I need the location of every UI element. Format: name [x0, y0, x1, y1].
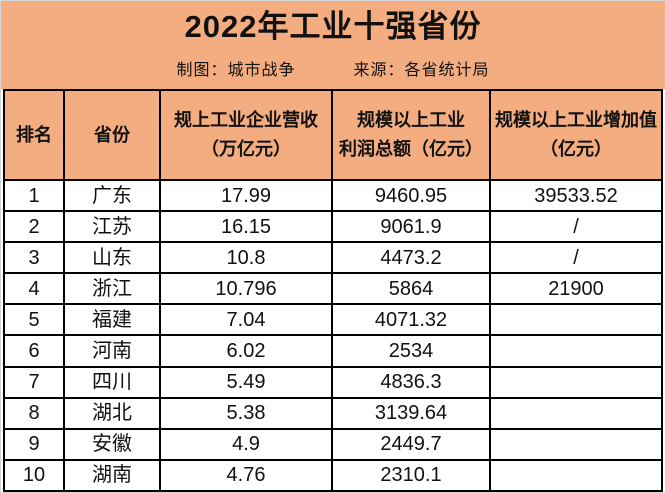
header-band: 2022年工业十强省份 制图：城市战争 来源：各省统计局	[1, 1, 665, 89]
page-title: 2022年工业十强省份	[184, 9, 482, 45]
table-row: 3 山东 10.8 4473.2/	[3, 241, 663, 275]
table-row: 10 湖南 4.76 2310.1	[3, 458, 663, 492]
cell-rank: 3	[3, 241, 65, 275]
data-table: 排名 省份 规上工业企业营收 （万亿元） 规模以上工业 利润总额（亿元） 规模以…	[3, 89, 663, 492]
cell-province: 广东	[63, 178, 161, 213]
cell-profit: 9460.95	[331, 178, 491, 213]
cell-province: 浙江	[63, 272, 161, 306]
cell-profit: 2310.1	[331, 458, 491, 492]
table-row: 7 四川 5.49 4836.3	[3, 365, 663, 399]
table-row: 9 安徽 4.9 2449.7	[3, 427, 663, 461]
cell-rank: 5	[3, 303, 65, 337]
cell-profit: 4071.32	[331, 303, 491, 337]
cell-province: 河南	[63, 334, 161, 368]
subtitle: 制图：城市战争 来源：各省统计局	[176, 56, 489, 80]
cell-profit: 4473.2	[331, 241, 491, 275]
column-header-province: 省份	[63, 89, 161, 181]
cell-added-value: 39533.52	[489, 178, 663, 213]
cell-province: 湖南	[63, 458, 161, 492]
cell-revenue: 6.02	[159, 334, 333, 368]
cell-profit: 2534	[331, 334, 491, 368]
cell-province: 四川	[63, 365, 161, 399]
table-wrapper: 排名 省份 规上工业企业营收 （万亿元） 规模以上工业 利润总额（亿元） 规模以…	[1, 89, 665, 492]
cell-revenue: 4.9	[159, 427, 333, 461]
cell-rank: 7	[3, 365, 65, 399]
cell-revenue: 5.38	[159, 396, 333, 430]
cell-added-value	[489, 427, 663, 461]
cell-rank: 8	[3, 396, 65, 430]
table-row: 1 广东 17.99 9460.95 39533.52	[3, 178, 663, 213]
table-row: 4 浙江 10.796 5864 21900	[3, 272, 663, 306]
cell-province: 福建	[63, 303, 161, 337]
cell-province: 安徽	[63, 427, 161, 461]
credit-label: 制图：城市战争	[176, 61, 296, 79]
table-row: 6 河南 6.02 2534	[3, 334, 663, 368]
cell-rank: 10	[3, 458, 65, 492]
cell-profit: 2449.7	[331, 427, 491, 461]
cell-rank: 4	[3, 272, 65, 306]
cell-profit: 9061.9	[331, 210, 491, 244]
table-row: 5 福建 7.04 4071.32	[3, 303, 663, 337]
cell-added-value: /	[489, 210, 663, 244]
cell-added-value	[489, 334, 663, 368]
table-row: 2 江苏 16.15 9061.9/	[3, 210, 663, 244]
cell-profit: 3139.64	[331, 396, 491, 430]
column-header-revenue: 规上工业企业营收 （万亿元）	[159, 89, 333, 181]
table-body: 1 广东 17.99 9460.95 39533.52 2 江苏 16.15 9061.9/3 山…	[3, 178, 663, 492]
cell-province: 江苏	[63, 210, 161, 244]
cell-added-value	[489, 396, 663, 430]
header-row: 排名 省份 规上工业企业营收 （万亿元） 规模以上工业 利润总额（亿元） 规模以…	[3, 89, 663, 181]
cell-revenue: 17.99	[159, 178, 333, 213]
cell-revenue: 10.8	[159, 241, 333, 275]
column-header-rank: 排名	[3, 89, 65, 181]
cell-revenue: 7.04	[159, 303, 333, 337]
cell-revenue: 5.49	[159, 365, 333, 399]
cell-rank: 2	[3, 210, 65, 244]
column-header-profit: 规模以上工业 利润总额（亿元）	[331, 89, 491, 181]
cell-added-value	[489, 365, 663, 399]
cell-rank: 1	[3, 178, 65, 213]
cell-added-value	[489, 303, 663, 337]
table-row: 8 湖北 5.38 3139.64	[3, 396, 663, 430]
cell-revenue: 16.15	[159, 210, 333, 244]
cell-province: 湖北	[63, 396, 161, 430]
cell-rank: 9	[3, 427, 65, 461]
cell-province: 山东	[63, 241, 161, 275]
cell-profit: 4836.3	[331, 365, 491, 399]
cell-added-value	[489, 458, 663, 492]
cell-revenue: 4.76	[159, 458, 333, 492]
table-header: 排名 省份 规上工业企业营收 （万亿元） 规模以上工业 利润总额（亿元） 规模以…	[3, 89, 663, 181]
cell-added-value: /	[489, 241, 663, 275]
column-header-added-value: 规模以上工业增加值 （亿元）	[489, 89, 663, 181]
cell-revenue: 10.796	[159, 272, 333, 306]
source-label: 来源：各省统计局	[353, 61, 490, 79]
cell-added-value: 21900	[489, 272, 663, 306]
cell-rank: 6	[3, 334, 65, 368]
cell-profit: 5864	[331, 272, 491, 306]
